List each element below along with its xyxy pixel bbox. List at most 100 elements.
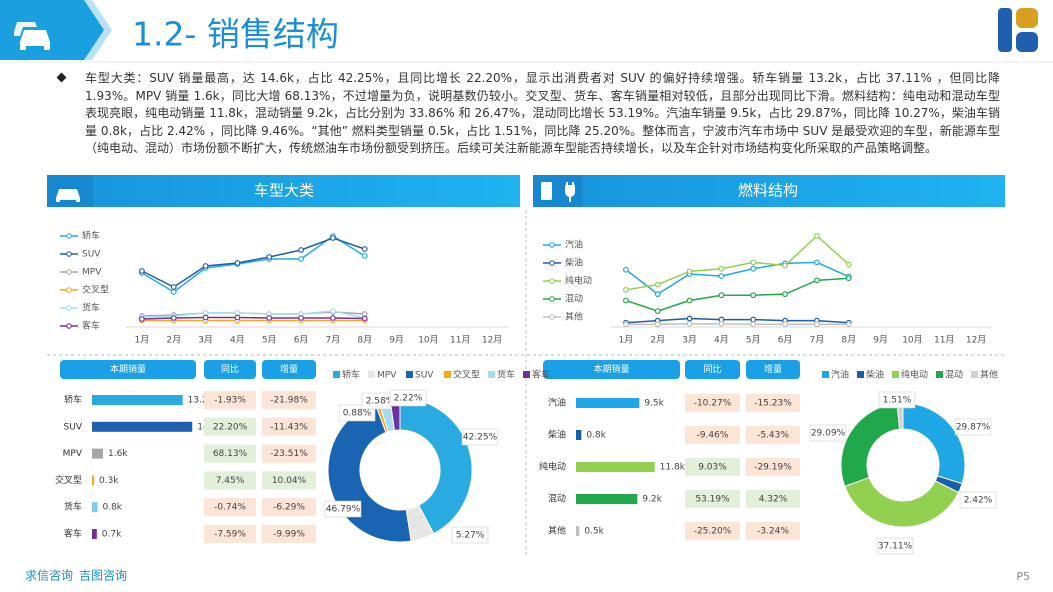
summary-text: 车型大类：SUV 销量最高，达 14.6k，占比 42.25%，且同比增长 22…: [85, 71, 1000, 156]
point: [750, 316, 757, 323]
point: [845, 321, 852, 328]
data-label: 37.11%: [878, 542, 913, 552]
point: [654, 321, 661, 328]
point: [266, 315, 273, 321]
bar: [92, 529, 97, 539]
row-label: 交叉型: [55, 474, 82, 486]
legend-swatch: [892, 371, 899, 378]
legend-swatch: [488, 371, 495, 378]
point: [782, 291, 788, 298]
data-label-box: [389, 389, 427, 407]
panel-header: [47, 175, 520, 207]
cell-value: 22.20%: [213, 422, 248, 432]
row-label: SUV: [64, 422, 83, 432]
x-tick-label: 4月: [714, 335, 729, 346]
bar: [576, 462, 655, 472]
bar: [92, 475, 95, 486]
x-tick-label: 8月: [841, 335, 856, 346]
legend-label: 汽油: [565, 239, 583, 251]
point: [330, 315, 336, 321]
legend-label: MPV: [377, 371, 397, 381]
legend-marker: [66, 233, 72, 239]
point: [170, 315, 177, 321]
legend-swatch: [444, 371, 451, 378]
point: [845, 275, 852, 282]
x-tick-label: 1月: [135, 335, 150, 346]
donut-segment: [902, 402, 966, 485]
point: [170, 284, 177, 290]
cell-value: -10.27%: [694, 399, 732, 409]
column-header: [543, 360, 680, 379]
legend-marker: [66, 287, 72, 293]
point: [814, 277, 820, 284]
legend-label: 轿车: [82, 230, 100, 242]
point: [845, 261, 852, 268]
data-label-box: [809, 424, 847, 442]
legend-label: SUV: [82, 250, 101, 260]
cell: [746, 490, 800, 508]
cell-value: -9.99%: [273, 530, 305, 540]
row-label: 轿车: [64, 394, 82, 406]
cell-value: 4.32%: [759, 495, 788, 505]
data-label: 29.87%: [956, 423, 991, 433]
legend-label: 柴油: [866, 369, 884, 381]
point: [718, 265, 725, 272]
x-tick-label: 1月: [619, 335, 634, 346]
header-car-icon: [14, 22, 50, 50]
legend-swatch: [936, 371, 943, 378]
donut-segment: [840, 402, 901, 488]
bar-label: 0.5k: [584, 527, 604, 537]
legend-label: 其他: [980, 369, 998, 381]
bar-label: 0.7k: [102, 530, 122, 540]
x-tick-label: 11月: [934, 335, 954, 346]
cell: [204, 391, 256, 409]
legend-swatch: [523, 371, 530, 378]
series-line: [625, 323, 849, 326]
cell: [204, 471, 256, 490]
cell: [204, 417, 256, 436]
cell-value: -29.19%: [754, 463, 792, 473]
donut-segment: [844, 476, 960, 528]
legend-label: 客车: [82, 320, 100, 332]
point: [170, 289, 177, 295]
point: [814, 259, 820, 266]
point: [623, 321, 629, 328]
point: [750, 292, 757, 299]
series-line: [141, 237, 365, 288]
bar: [576, 494, 638, 504]
cell-value: -23.51%: [270, 449, 308, 459]
car-icon: [56, 189, 80, 202]
x-tick-label: 5月: [262, 335, 277, 346]
legend-label: 交叉型: [82, 284, 109, 296]
legend-label: MPV: [82, 268, 102, 278]
row-label: MPV: [63, 449, 83, 459]
fuel-icon: [541, 182, 575, 202]
point: [298, 315, 304, 321]
x-tick-label: 3月: [198, 335, 213, 346]
point: [718, 320, 725, 327]
x-tick-label: 2月: [166, 335, 181, 346]
point: [139, 268, 145, 274]
point: [750, 321, 757, 328]
logo: [998, 8, 1038, 52]
point: [782, 321, 788, 328]
bar-label: 13.2k: [188, 396, 214, 406]
footer-link[interactable]: 吉图咨询: [79, 568, 127, 583]
data-label-box: [959, 491, 997, 509]
data-label: 46.79%: [326, 505, 361, 515]
page-number: P5: [1016, 570, 1030, 583]
point: [361, 253, 368, 259]
point: [718, 273, 725, 280]
cell: [204, 444, 256, 463]
cell: [685, 490, 740, 508]
row-label: 客车: [64, 528, 82, 540]
panel-title: 车型大类: [254, 182, 314, 200]
point: [654, 308, 661, 315]
legend-label: 交叉型: [453, 369, 480, 381]
cell: [746, 458, 800, 476]
data-label-box: [451, 526, 489, 544]
x-tick-label: 2月: [650, 335, 665, 346]
footer-link[interactable]: 求信咨询: [25, 568, 73, 583]
